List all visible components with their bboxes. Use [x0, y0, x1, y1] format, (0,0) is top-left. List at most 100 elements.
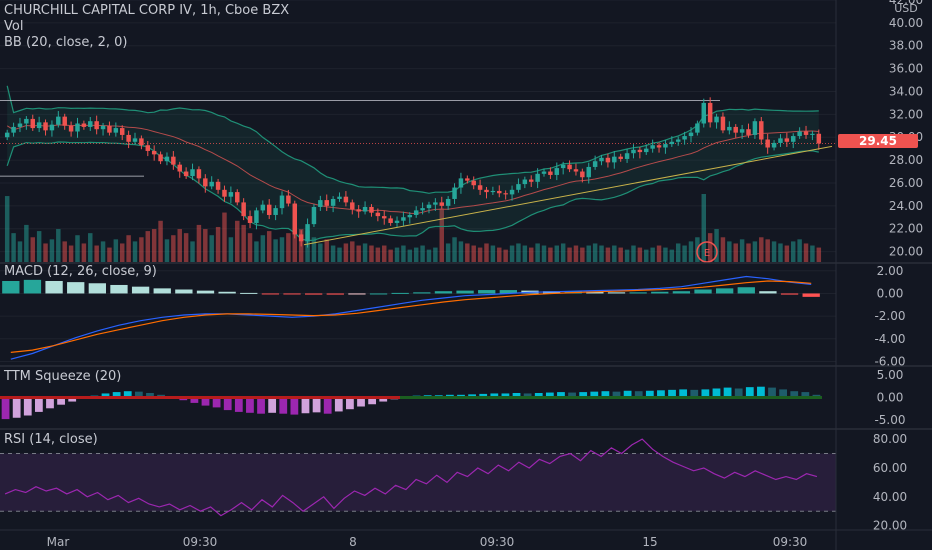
rsi-legend[interactable]: RSI (14, close)	[4, 432, 98, 448]
candle-body	[311, 206, 317, 225]
volume-bar	[209, 235, 214, 262]
volume-bar	[688, 241, 694, 262]
ttm-bar	[146, 393, 154, 398]
earnings-marker-label: E	[704, 248, 710, 259]
macd-histogram-bar	[261, 293, 280, 295]
candle-body	[203, 178, 208, 187]
volume-bar	[11, 233, 16, 262]
macd-legend[interactable]: MACD (12, 26, close, 9)	[4, 264, 157, 280]
volume-bar	[235, 220, 240, 262]
ttm-bar	[357, 397, 365, 407]
last-price-value: 29.45	[859, 134, 897, 148]
volume-bar	[158, 220, 163, 262]
volume-bar	[330, 245, 336, 262]
volume-bar	[126, 235, 131, 262]
price-tick-label: 38.00	[889, 39, 923, 53]
ttm-bar	[512, 393, 521, 398]
volume-bar	[727, 241, 732, 262]
ttm-tick-label: -5.00	[874, 413, 905, 427]
volume-bar	[350, 241, 355, 262]
volume-bar	[509, 245, 515, 262]
candle-body	[394, 220, 400, 223]
candle-body	[113, 128, 119, 133]
price-tick-label: 34.00	[889, 84, 923, 98]
candle-body	[497, 190, 502, 194]
macd-line	[10, 275, 812, 360]
candle-body	[286, 195, 291, 204]
candle-body	[266, 204, 272, 215]
candle-body	[4, 132, 10, 138]
ttm-tick-label: 0.00	[877, 391, 904, 405]
candle-body	[644, 148, 649, 153]
macd-histogram-bar	[153, 288, 171, 294]
volume-bar	[490, 245, 496, 262]
candle-body	[509, 189, 515, 195]
ttm-bar	[246, 397, 254, 413]
volume-bar	[375, 247, 381, 262]
symbol-title[interactable]: CHURCHILL CAPITAL CORP IV, 1h, Cboe BZX	[4, 3, 290, 18]
macd-histogram-bar	[218, 291, 236, 294]
volume-bar	[145, 231, 151, 262]
volume-bar	[94, 245, 99, 262]
candle-body	[62, 116, 67, 126]
ttm-bar	[490, 393, 499, 398]
volume-bar	[765, 239, 770, 262]
earnings-marker[interactable]: E	[696, 241, 718, 263]
candle-body	[279, 195, 285, 209]
ttm-bar	[745, 387, 754, 398]
volume-bar	[266, 231, 272, 262]
ttm-bar	[134, 391, 143, 398]
price-axis[interactable]: 42.0040.0038.0036.0034.0032.0030.0028.00…	[873, 0, 923, 533]
volume-bar	[4, 196, 10, 262]
ttm-bar	[757, 386, 765, 398]
volume-bar	[675, 243, 681, 262]
candle-body	[254, 210, 259, 223]
bb-label[interactable]: BB (20, close, 2, 0)	[4, 35, 128, 50]
volume-bar	[560, 243, 566, 262]
ttm-bar	[734, 388, 743, 398]
candle-body	[765, 139, 770, 148]
candle-body	[75, 123, 80, 132]
time-axis[interactable]: Mar 09:30 8 09:30 15 09:30	[47, 535, 808, 549]
candle-body	[260, 204, 266, 211]
volume-bar	[624, 249, 630, 262]
candle-body	[164, 156, 170, 162]
ttm-legend[interactable]: TTM Squeeze (20)	[4, 369, 121, 385]
candle-body	[139, 138, 144, 146]
volume-bar	[746, 243, 751, 262]
volume-bar	[68, 245, 74, 262]
candle-body	[100, 125, 106, 130]
volume-bar	[477, 247, 483, 262]
candle-body	[68, 125, 74, 132]
volume-bar	[439, 208, 444, 262]
candle-body	[407, 214, 413, 218]
volume-bar	[573, 245, 579, 262]
macd-histogram-bar	[434, 291, 453, 294]
price-tick-label: 22.00	[889, 222, 923, 236]
ttm-bar	[723, 387, 732, 398]
candle-body	[433, 202, 438, 205]
volume-label[interactable]: Vol	[4, 19, 24, 34]
price-tick-label: 24.00	[889, 199, 923, 213]
candle-body	[573, 169, 579, 172]
volume-bar	[445, 243, 451, 262]
candle-body	[401, 217, 406, 221]
volume-bar	[17, 241, 23, 262]
macd-histogram-bar	[478, 290, 496, 294]
volume-bar	[43, 243, 48, 262]
rsi-label: RSI (14, close)	[4, 432, 98, 447]
candle-body	[17, 123, 23, 127]
ttm-bar	[623, 390, 632, 398]
candle-body	[24, 118, 29, 124]
macd-tick-label: 0.00	[877, 286, 904, 300]
candle-body	[490, 190, 496, 193]
trendline[interactable]	[303, 145, 833, 246]
candle-body	[816, 133, 822, 144]
volume-bar	[535, 243, 540, 262]
candle-body	[778, 138, 783, 143]
volume-bar	[81, 243, 87, 262]
bb-lower-line	[6, 141, 819, 242]
volume-bar	[816, 247, 822, 262]
trendline-line	[303, 145, 833, 246]
